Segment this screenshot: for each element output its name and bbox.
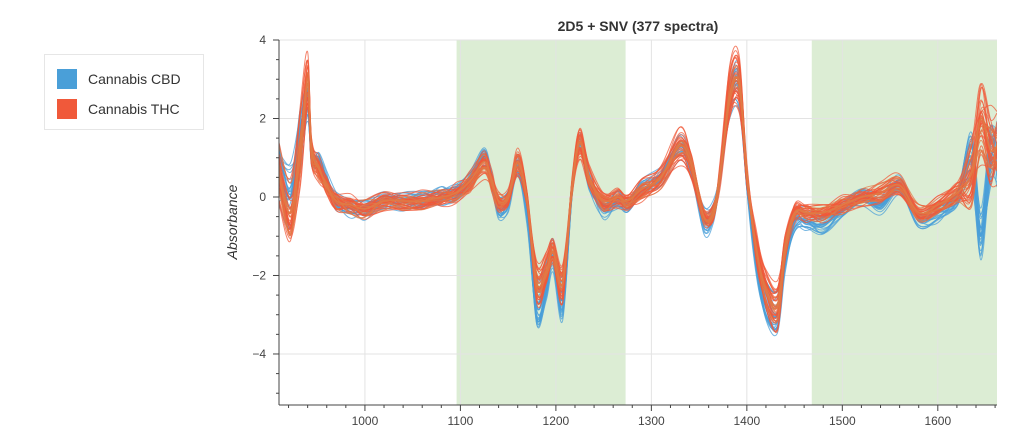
x-tick-label: 1000 [352, 414, 379, 428]
y-tick-label: −2 [252, 268, 266, 282]
chart-title: 2D5 + SNV (377 spectra) [558, 18, 719, 34]
spectra-traces [279, 45, 997, 337]
spectrum-line-overlap [279, 76, 997, 306]
y-tick-label: 4 [259, 33, 266, 47]
x-tick-label: 1300 [638, 414, 665, 428]
legend-label-cbd: Cannabis CBD [88, 71, 181, 87]
x-tick-label: 1100 [448, 414, 474, 428]
series-line-overlap [279, 76, 997, 310]
x-tick-label: 1500 [829, 414, 856, 428]
legend-item-cbd[interactable]: Cannabis CBD [57, 67, 181, 91]
chart-legend: Cannabis CBD Cannabis THC [44, 54, 204, 130]
y-tick-label: 2 [259, 111, 266, 125]
x-tick-label: 1600 [924, 414, 951, 428]
x-tick-label: 1200 [543, 414, 570, 428]
x-tick-label: 1400 [733, 414, 760, 428]
highlight-band-1 [456, 40, 626, 405]
legend-swatch-cbd [57, 69, 77, 89]
axes: −4 −2 0 2 4 1000 1100 1200 1300 1400 1500 1600 [252, 33, 997, 428]
legend-swatch-thc [57, 99, 77, 119]
legend-label-thc: Cannabis THC [88, 101, 180, 117]
y-axis-label: Absorbance [224, 184, 240, 260]
highlight-band-2 [811, 40, 997, 405]
y-tick-label: 0 [259, 190, 266, 204]
y-tick-label: −4 [252, 347, 266, 361]
spectrum-line-overlap [279, 77, 997, 314]
legend-item-thc[interactable]: Cannabis THC [57, 97, 180, 121]
